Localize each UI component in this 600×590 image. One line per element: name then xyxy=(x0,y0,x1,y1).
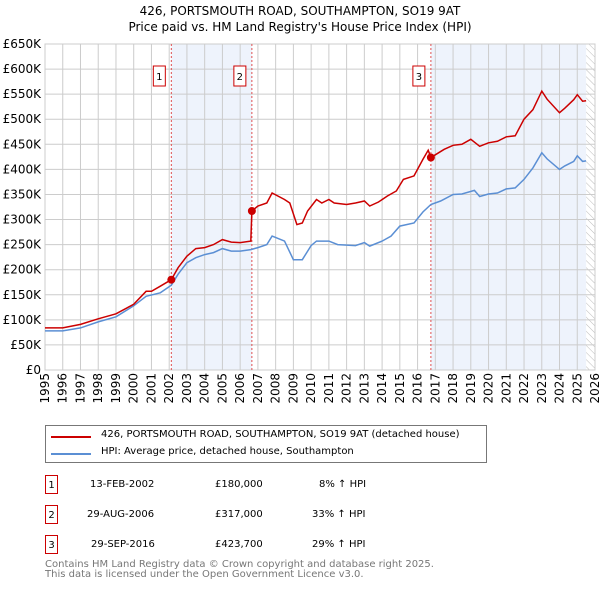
hpi-line xyxy=(45,151,587,332)
x-tick-label: 2025 xyxy=(570,373,584,404)
transaction-marker-box xyxy=(152,65,166,87)
transaction-row: 3 29-SEP-2016 £423,700 29% ↑ HPI xyxy=(45,535,465,555)
x-tick-label: 2001 xyxy=(144,373,158,404)
sale-point xyxy=(167,275,176,284)
y-tick-label: £650K xyxy=(3,37,43,51)
transaction-row: 1 13-FEB-2002 £180,000 8% ↑ HPI xyxy=(45,475,465,495)
x-tick-label: 2011 xyxy=(322,373,336,404)
x-tick-label: 2014 xyxy=(375,373,389,404)
x-tick-label: 1995 xyxy=(38,373,52,404)
transaction-price: £423,700 xyxy=(215,539,263,550)
footer: Contains HM Land Registry data © Crown c… xyxy=(45,560,434,580)
marker-badge: 2 xyxy=(45,505,58,524)
y-tick-label: £250K xyxy=(3,238,43,252)
y-tick-label: £500K xyxy=(3,112,43,126)
x-tick-label: 2018 xyxy=(446,373,460,404)
y-tick-label: £100K xyxy=(3,313,43,327)
x-tick-label: 2017 xyxy=(428,373,442,404)
y-tick-label: £550K xyxy=(3,87,43,101)
x-tick-label: 2003 xyxy=(180,373,194,404)
y-tick-label: £400K xyxy=(3,162,43,176)
x-tick-label: 2012 xyxy=(340,373,354,404)
legend-swatch-hpi xyxy=(51,453,91,455)
chart-subtitle: Price paid vs. HM Land Registry's House … xyxy=(128,20,472,34)
transaction-price: £180,000 xyxy=(215,479,263,490)
transaction-marker-label: 1 xyxy=(156,72,162,83)
x-tick-label: 2021 xyxy=(499,373,513,404)
x-tick-label: 2016 xyxy=(411,373,425,404)
plot-frame xyxy=(44,43,596,371)
legend-label-property: 426, PORTSMOUTH ROAD, SOUTHAMPTON, SO19 … xyxy=(101,429,460,440)
x-tick-label: 2009 xyxy=(286,373,300,404)
transaction-date: 29-AUG-2006 xyxy=(87,509,155,520)
property-price-line xyxy=(45,89,587,329)
transaction-hpi: 8% ↑ HPI xyxy=(319,479,367,490)
legend-label-hpi: HPI: Average price, detached house, Sout… xyxy=(101,446,354,457)
x-tick-label: 2002 xyxy=(162,373,176,404)
marker-badge: 1 xyxy=(45,475,58,494)
transaction-marker-box xyxy=(233,65,247,87)
x-tick-label: 2005 xyxy=(215,373,229,404)
x-tick-label: 2006 xyxy=(233,373,247,404)
x-tick-label: 1998 xyxy=(91,373,105,404)
x-tick-label: 2000 xyxy=(127,373,141,404)
transaction-hpi: 33% ↑ HPI xyxy=(312,509,366,520)
shaded-period xyxy=(430,44,587,370)
x-tick-label: 2022 xyxy=(517,373,531,404)
x-tick-label: 2010 xyxy=(304,373,318,404)
sale-point xyxy=(247,207,256,216)
x-tick-label: 2024 xyxy=(553,373,567,404)
transaction-date: 29-SEP-2016 xyxy=(91,539,155,550)
x-tick-label: 2019 xyxy=(464,373,478,404)
y-tick-label: £450K xyxy=(3,137,43,151)
x-tick-label: 1996 xyxy=(56,373,70,404)
transaction-marker-label: 3 xyxy=(416,72,422,83)
x-tick-label: 1999 xyxy=(109,373,123,404)
x-tick-label: 2007 xyxy=(251,373,265,404)
y-tick-label: £150K xyxy=(3,288,43,302)
marker-badge: 3 xyxy=(45,535,58,554)
price-chart: £0 £50K £100K £150K £200K £250K £300K £350K £400… xyxy=(3,37,600,404)
legend: 426, PORTSMOUTH ROAD, SOUTHAMPTON, SO19 … xyxy=(45,425,487,463)
sale-point xyxy=(426,153,435,162)
x-tick-label: 1997 xyxy=(73,373,87,404)
transaction-price: £317,000 xyxy=(215,509,263,520)
x-tick-label: 2023 xyxy=(535,373,549,404)
transaction-marker-label: 2 xyxy=(237,72,243,83)
x-tick-label: 2015 xyxy=(393,373,407,404)
footer-line: Contains HM Land Registry data © Crown c… xyxy=(45,559,434,570)
transaction-marker-box xyxy=(412,65,426,87)
footer-line: This data is licensed under the Open Gov… xyxy=(45,569,364,580)
y-tick-label: £0 xyxy=(26,363,41,377)
x-tick-label: 2008 xyxy=(269,373,283,404)
x-tick-label: 2026 xyxy=(588,373,600,404)
chart-title: 426, PORTSMOUTH ROAD, SOUTHAMPTON, SO19 … xyxy=(139,4,461,18)
transaction-hpi: 29% ↑ HPI xyxy=(312,539,366,550)
transaction-row: 2 29-AUG-2006 £317,000 33% ↑ HPI xyxy=(45,505,465,525)
y-tick-label: £600K xyxy=(3,62,43,76)
x-tick-label: 2004 xyxy=(198,373,212,404)
x-tick-label: 2020 xyxy=(482,373,496,404)
y-tick-label: £350K xyxy=(3,187,43,201)
x-tick-label: 2013 xyxy=(357,373,371,404)
shaded-period xyxy=(171,44,252,370)
legend-swatch-property xyxy=(51,436,91,438)
y-tick-label: £50K xyxy=(10,338,42,352)
transaction-date: 13-FEB-2002 xyxy=(90,479,155,490)
y-tick-label: £200K xyxy=(3,263,43,277)
future-hatch xyxy=(586,44,595,370)
y-tick-label: £300K xyxy=(3,213,43,227)
